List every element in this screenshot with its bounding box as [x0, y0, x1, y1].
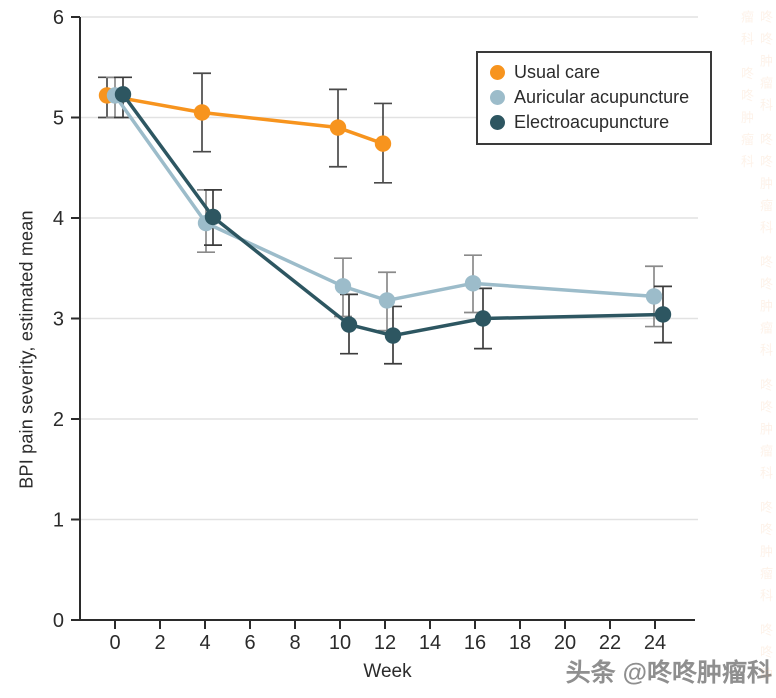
x-tick-label: 8 [289, 632, 300, 654]
x-tick-label: 22 [599, 632, 621, 654]
x-tick-label: 14 [419, 632, 441, 654]
data-point-marker [384, 327, 402, 344]
y-tick-label: 3 [53, 309, 64, 331]
markers-electroacupuncture [114, 86, 672, 344]
y-tick-label: 1 [53, 510, 64, 532]
legend-item-electroacupuncture: Electroacupuncture [490, 110, 702, 135]
x-tick-label: 0 [109, 632, 120, 654]
y-axis-ticks: 0 1 2 3 4 5 6 [53, 7, 80, 632]
data-point-marker [334, 278, 352, 295]
x-tick-label: 2 [154, 632, 165, 654]
data-point-marker [374, 135, 392, 152]
x-axis-ticks: 0 2 4 6 8 10 12 14 16 18 20 22 24 [109, 620, 666, 654]
y-tick-label: 6 [53, 7, 64, 29]
y-tick-label: 4 [53, 208, 64, 230]
y-axis-title: BPI pain severity, estimated mean [16, 210, 37, 489]
legend-label: Electroacupuncture [514, 112, 670, 132]
data-point-marker [474, 310, 492, 327]
series-line-usual-care [105, 93, 385, 146]
data-point-marker [464, 275, 482, 292]
data-point-marker [340, 316, 358, 333]
data-point-marker [645, 288, 663, 305]
x-tick-label: 18 [509, 632, 531, 654]
x-tick-label: 4 [199, 632, 210, 654]
series-line-electroacupuncture [121, 92, 665, 338]
data-point-marker [193, 104, 211, 121]
x-tick-label: 12 [374, 632, 396, 654]
gridlines [81, 16, 698, 521]
data-point-marker [204, 208, 222, 226]
x-tick-label: 16 [464, 632, 486, 654]
x-tick-label: 6 [244, 632, 255, 654]
y-tick-label: 0 [53, 610, 64, 632]
series-line-auricular-acupuncture [113, 93, 656, 303]
usual-care-marker-icon [490, 65, 505, 80]
legend-box: Usual care Auricular acupuncture Electro… [476, 51, 712, 145]
source-watermark: 头条 @咚咚肿瘤科 [565, 659, 772, 687]
auricular-acupuncture-marker-icon [490, 90, 505, 105]
legend-item-auricular-acupuncture: Auricular acupuncture [490, 85, 702, 110]
y-tick-label: 5 [53, 108, 64, 130]
electroacupuncture-marker-icon [490, 115, 505, 130]
data-point-marker [114, 86, 132, 103]
error-bars-usual-care [98, 72, 392, 184]
x-tick-label: 24 [644, 632, 666, 654]
x-axis-title: Week [363, 661, 412, 682]
data-point-marker [378, 292, 396, 309]
y-tick-label: 2 [53, 409, 64, 431]
data-point-marker [329, 119, 347, 136]
legend-item-usual-care: Usual care [490, 60, 702, 85]
x-tick-label: 20 [554, 632, 576, 654]
markers-usual-care [98, 87, 392, 152]
x-tick-label: 10 [329, 632, 351, 654]
data-point-marker [654, 306, 672, 323]
legend-label: Usual care [514, 62, 601, 82]
legend-label: Auricular acupuncture [514, 87, 690, 107]
